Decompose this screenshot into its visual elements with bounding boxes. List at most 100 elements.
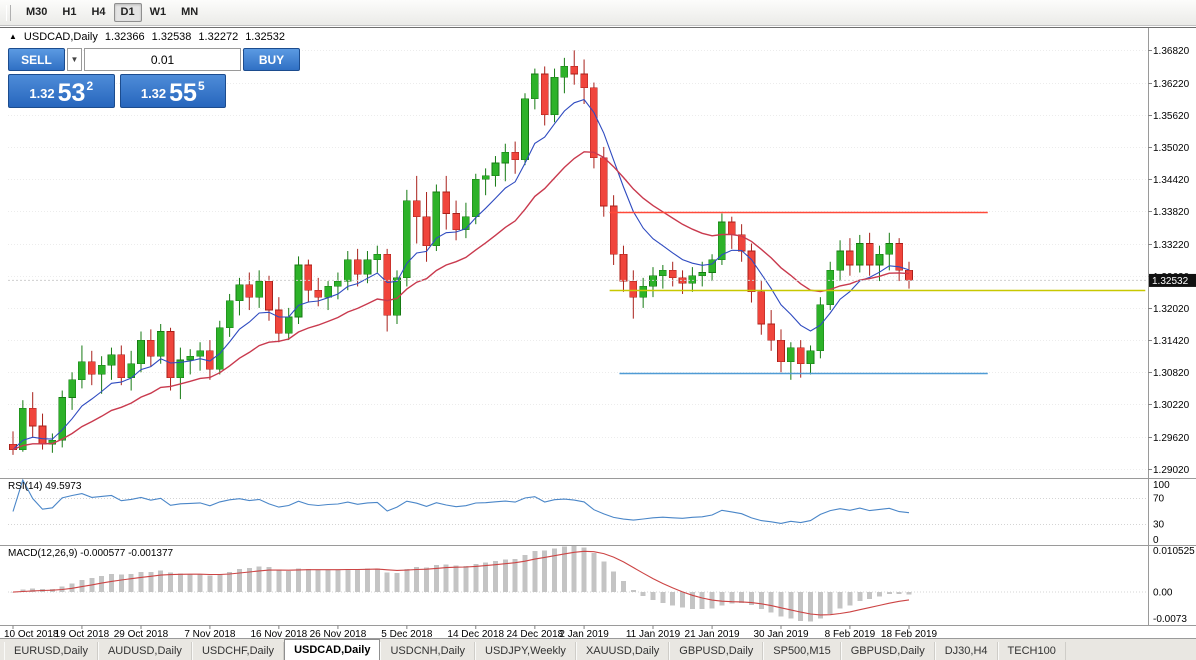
date-label: 5 Dec 2018 xyxy=(381,629,433,640)
date-label: 24 Dec 2018 xyxy=(506,629,563,640)
candle xyxy=(403,189,411,287)
candle xyxy=(78,345,86,389)
volume-input[interactable] xyxy=(84,48,241,71)
macd-bar xyxy=(739,592,745,604)
date-label: 26 Nov 2018 xyxy=(310,629,367,640)
macd-bar xyxy=(148,571,154,593)
macd-bar xyxy=(847,592,853,606)
candle xyxy=(609,195,618,265)
macd-bar xyxy=(335,569,341,593)
macd-bar xyxy=(79,579,85,593)
buy-price-sup: 5 xyxy=(197,79,205,93)
volume-dropdown-icon[interactable]: ▼ xyxy=(67,48,82,71)
price-axis-label: 1.36820 xyxy=(1153,46,1190,57)
candle xyxy=(639,277,647,308)
candle xyxy=(531,68,539,110)
macd-bar xyxy=(315,569,321,593)
sell-button[interactable]: SELL xyxy=(8,48,65,71)
macd-bar xyxy=(256,566,262,593)
macd-bar xyxy=(591,553,597,593)
ohlc-close: 1.32532 xyxy=(245,31,285,43)
macd-bar xyxy=(128,573,134,593)
chart-tab-gbpusd-daily[interactable]: GBPUSD,Daily xyxy=(669,642,764,660)
macd-bar xyxy=(158,570,164,593)
ma-fast-line xyxy=(12,98,910,451)
chart-tab-usdjpy-weekly[interactable]: USDJPY,Weekly xyxy=(475,642,576,660)
chart-symbol-label: USDCAD,Daily xyxy=(23,31,98,43)
toolbar-grip[interactable] xyxy=(6,4,11,21)
candle xyxy=(245,272,254,311)
candles xyxy=(9,50,913,455)
date-label: 29 Oct 2018 xyxy=(114,629,169,640)
buy-price-button[interactable]: 1.32 55 5 xyxy=(119,74,226,108)
chart-tab-eurusd-daily[interactable]: EURUSD,Daily xyxy=(4,642,98,660)
chart-tab-audusd-daily[interactable]: AUDUSD,Daily xyxy=(97,642,192,660)
timeframe-button-m30[interactable]: M30 xyxy=(26,6,48,18)
sell-price-button[interactable]: 1.32 53 2 xyxy=(8,74,115,108)
candle xyxy=(186,349,195,375)
date-label: 7 Nov 2018 xyxy=(184,629,236,640)
candle xyxy=(777,329,785,373)
timeframe-buttons: M30 H1 H4 D1 W1 MN xyxy=(19,3,205,22)
candle xyxy=(491,156,500,187)
ohlc-open: 1.32366 xyxy=(104,31,145,43)
timeframe-button-d1[interactable]: D1 xyxy=(113,3,142,22)
chart-tab-usdcad-daily[interactable]: USDCAD,Daily xyxy=(284,639,381,660)
macd-bar xyxy=(719,592,725,606)
candle xyxy=(629,270,638,319)
macd-bar xyxy=(10,592,16,593)
macd-bar xyxy=(69,583,75,593)
candle xyxy=(865,232,874,276)
macd-bar xyxy=(453,565,459,593)
chart-tab-gbpusd-daily[interactable]: GBPUSD,Daily xyxy=(840,642,935,660)
rsi-line xyxy=(12,478,910,524)
macd-bar xyxy=(680,592,686,608)
candle xyxy=(846,238,854,276)
rsi-axis-label: 70 xyxy=(1153,494,1165,505)
candle xyxy=(668,261,677,287)
candle xyxy=(550,68,559,123)
macd-bar xyxy=(355,569,361,593)
macd-label: MACD(12,26,9) -0.000577 -0.001377 xyxy=(8,548,174,559)
timeframe-button-h4[interactable]: H4 xyxy=(91,6,106,18)
macd-bar xyxy=(768,592,774,613)
candle xyxy=(501,143,510,182)
price-axis-label: 1.32020 xyxy=(1153,304,1190,315)
candle xyxy=(580,59,588,104)
candle xyxy=(215,320,224,375)
macd-bar xyxy=(561,546,567,593)
date-label: 21 Jan 2019 xyxy=(685,629,740,640)
candle xyxy=(452,200,460,241)
candle xyxy=(373,245,382,273)
buy-button[interactable]: BUY xyxy=(243,48,300,71)
macd-bar xyxy=(748,592,754,606)
macd-bar xyxy=(492,561,498,593)
price-axis-label: 1.29620 xyxy=(1153,433,1190,444)
candle xyxy=(412,175,421,244)
chart-tab-usdcnh-daily[interactable]: USDCNH,Daily xyxy=(380,642,476,660)
macd-bar xyxy=(108,574,114,593)
timeframe-button-mn[interactable]: MN xyxy=(181,6,199,18)
macd-bar xyxy=(788,592,794,619)
candle xyxy=(718,213,726,265)
chart-tab-xauusd-daily[interactable]: XAUUSD,Daily xyxy=(575,642,670,660)
timeframe-button-h1[interactable]: H1 xyxy=(62,6,77,18)
chart-tab-dj30-h4[interactable]: DJ30,H4 xyxy=(934,642,998,660)
timeframe-button-w1[interactable]: W1 xyxy=(149,6,167,18)
chart-tab-tech100[interactable]: TECH100 xyxy=(997,642,1066,660)
candle xyxy=(127,350,135,391)
chart-collapse-icon[interactable]: ▲ xyxy=(9,31,17,41)
macd-bar xyxy=(168,572,174,593)
candle xyxy=(117,345,126,386)
rsi-axis-label: 100 xyxy=(1153,480,1170,491)
macd-bar xyxy=(650,592,656,601)
candle xyxy=(176,347,185,400)
chart-tab-sp500-m15[interactable]: SP500,M15 xyxy=(763,642,841,660)
macd-bar xyxy=(424,567,430,593)
sell-price-big: 53 xyxy=(57,79,86,107)
candle xyxy=(422,192,431,262)
macd-bar xyxy=(443,564,449,593)
chart-tab-usdchf-daily[interactable]: USDCHF,Daily xyxy=(191,642,285,660)
